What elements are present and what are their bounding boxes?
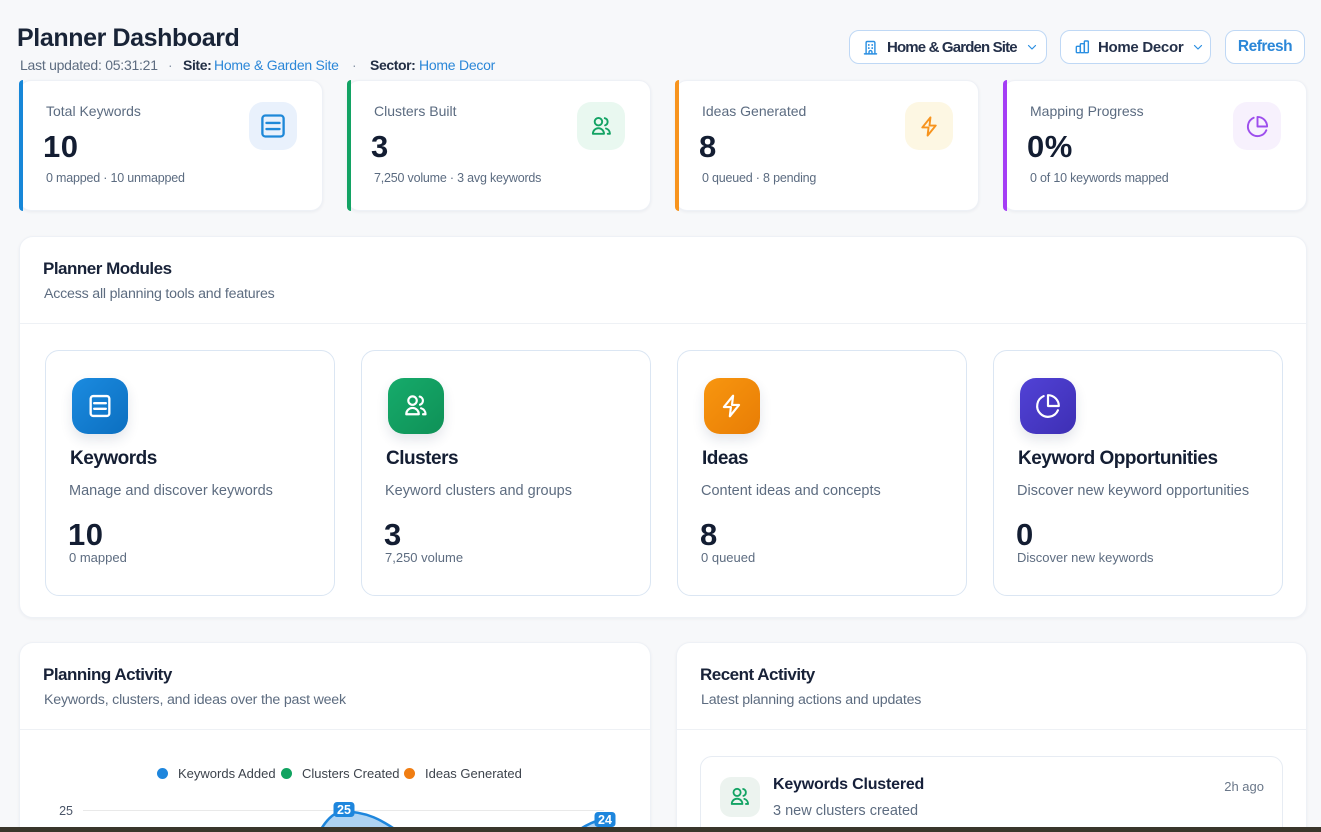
svg-text:24: 24 xyxy=(598,813,612,827)
svg-text:25: 25 xyxy=(337,803,351,817)
